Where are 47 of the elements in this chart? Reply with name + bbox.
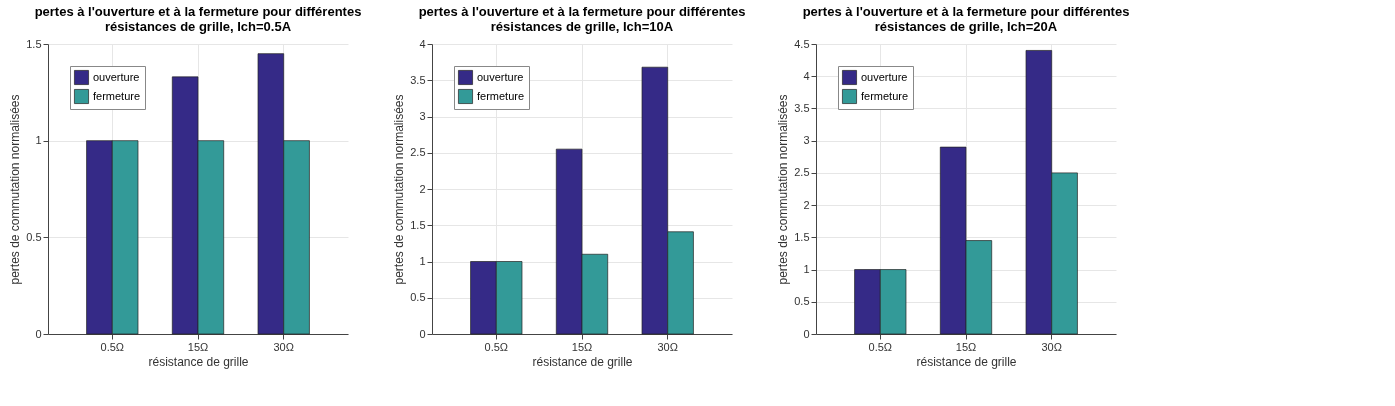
y-tick-label: 1 <box>419 255 426 267</box>
x-tick-label: 0.5Ω <box>484 340 509 353</box>
y-tick-label: 4 <box>803 69 810 82</box>
y-tick-label: 4 <box>419 37 426 50</box>
y-tick-label: 1.5 <box>410 218 426 231</box>
y-tick-label: 2.5 <box>794 166 810 179</box>
x-axis-title: résistance de grille <box>148 354 249 369</box>
y-tick-label: 2 <box>803 198 810 211</box>
legend-label: ouverture <box>477 70 524 83</box>
chart-title: pertes à l'ouverture et à la fermeture pour différentes résistances de grille, Ich=0.5A <box>34 4 362 34</box>
x-tick-label: 30Ω <box>657 340 678 353</box>
x-tick-label: 15Ω <box>571 340 593 353</box>
y-tick-label: 0 <box>35 327 42 340</box>
y-tick-label: 3 <box>803 134 810 147</box>
x-tick-label: 30Ω <box>1041 340 1062 353</box>
y-tick-label: 0.5 <box>794 295 810 308</box>
x-tick-label: 30Ω <box>273 340 294 353</box>
y-axis-title: pertes de commutation normalisées <box>8 94 23 285</box>
x-tick-label: 15Ω <box>187 340 209 353</box>
y-tick-label: 0 <box>803 327 810 340</box>
legend-label: fermeture <box>93 89 141 102</box>
legend-label: fermeture <box>477 89 525 102</box>
y-tick-label: 1.5 <box>794 230 810 243</box>
x-tick-label: 0.5Ω <box>100 340 125 353</box>
x-axis-title: résistance de grille <box>916 354 1017 369</box>
y-tick-label: 0.5 <box>410 291 426 304</box>
y-axis-title: pertes de commutation normalisées <box>776 94 791 285</box>
y-tick-label: 3 <box>419 110 426 122</box>
y-tick-label: 2.5 <box>410 146 426 159</box>
y-tick-label: 4.5 <box>794 37 810 50</box>
y-tick-label: 2 <box>419 182 426 195</box>
y-tick-label: 3.5 <box>794 101 810 114</box>
y-tick-label: 0.5 <box>26 230 42 243</box>
y-tick-label: 1 <box>803 263 810 276</box>
y-tick-label: 0 <box>419 327 426 340</box>
legend-label: ouverture <box>861 70 908 83</box>
legend-label: fermeture <box>861 89 909 102</box>
y-tick-label: 1.5 <box>26 37 42 50</box>
y-tick-label: 1 <box>35 134 42 147</box>
legend-label: ouverture <box>93 70 140 83</box>
x-tick-label: 15Ω <box>955 340 977 353</box>
y-tick-label: 3.5 <box>410 73 426 86</box>
x-tick-label: 0.5Ω <box>868 340 893 353</box>
chart-title: pertes à l'ouverture et à la fermeture pour différentes résistances de grille, Ich=20A <box>802 4 1130 34</box>
x-axis-title: résistance de grille <box>532 354 633 369</box>
y-axis-title: pertes de commutation normalisées <box>392 94 407 285</box>
chart-title: pertes à l'ouverture et à la fermeture pour différentes résistances de grille, Ich=10A <box>418 4 746 34</box>
